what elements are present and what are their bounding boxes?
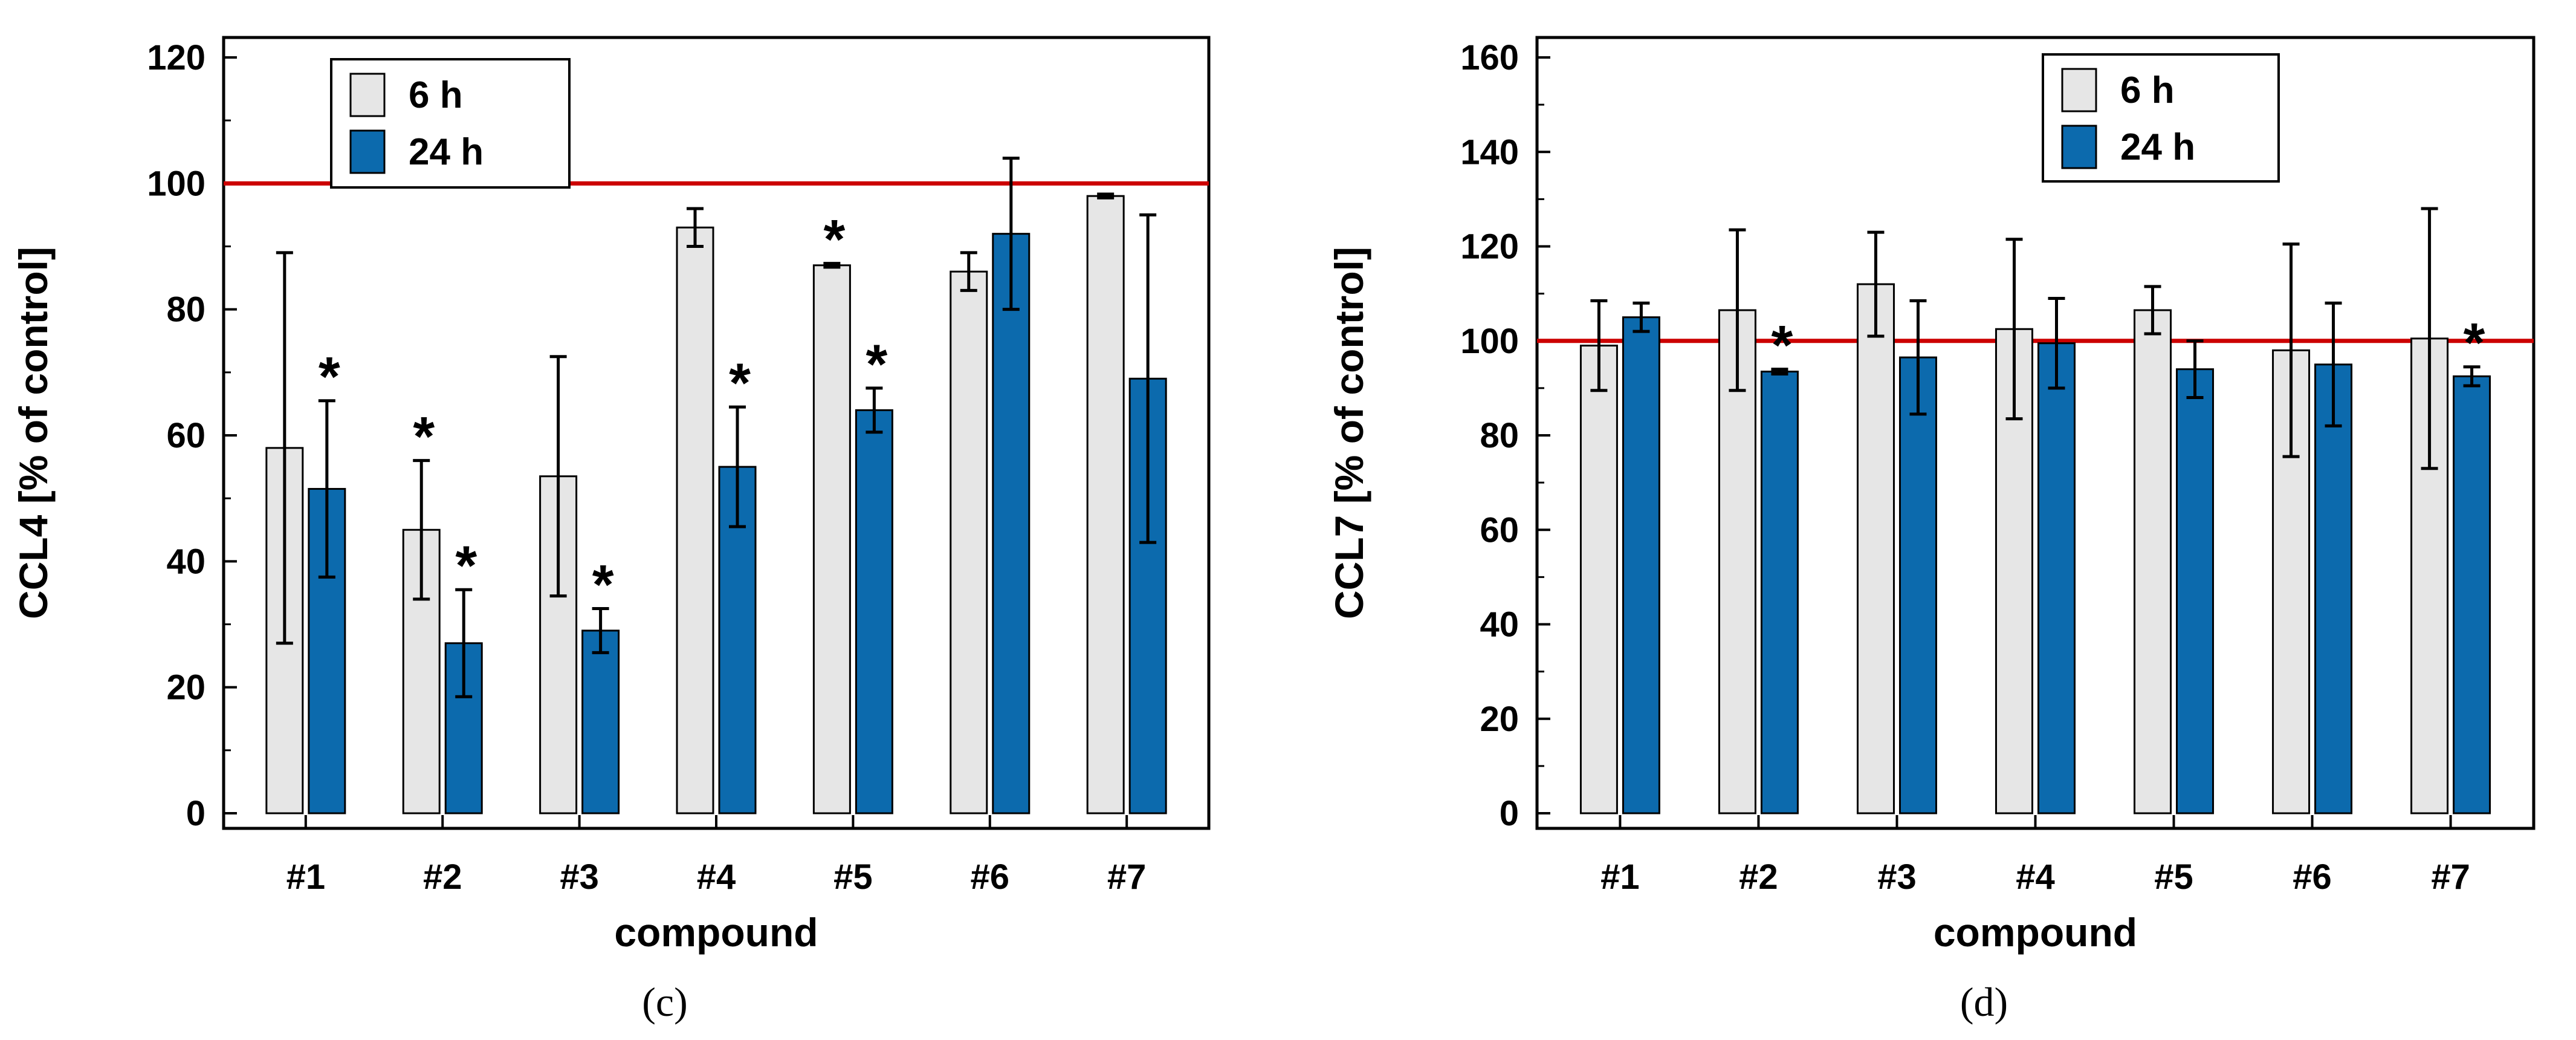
bar-24h [1622, 316, 1660, 814]
legend-swatch-6h [2061, 68, 2097, 112]
x-tick-label: #6 [2293, 857, 2332, 897]
bar-6h [1086, 195, 1125, 814]
y-tick-label: 0 [1500, 794, 1519, 833]
y-tick-label: 20 [1480, 700, 1519, 739]
x-tick-label: #2 [1739, 857, 1778, 897]
y-axis-label: CCL4 [% of control] [11, 247, 56, 619]
y-tick-label: 60 [166, 416, 205, 455]
y-tick-label: 120 [147, 38, 205, 77]
bar-6h [950, 270, 988, 814]
y-tick-label: 40 [166, 542, 205, 581]
significance-star: * [413, 406, 435, 468]
bar-24h [1760, 371, 1799, 814]
x-axis-label: compound [614, 910, 818, 955]
x-tick-label: #6 [971, 857, 1010, 897]
x-axis-label: compound [1934, 910, 2137, 955]
legend-label: 24 h [2120, 126, 2195, 168]
y-tick-label: 160 [1460, 38, 1519, 77]
bar-6h [812, 264, 851, 814]
significance-star: * [455, 535, 477, 597]
bar-24h [1898, 356, 1937, 814]
legend-swatch-24h [349, 129, 386, 174]
significance-star: * [592, 554, 614, 616]
x-tick-label: #4 [697, 857, 736, 897]
bar-24h [2176, 368, 2215, 814]
significance-star: * [866, 334, 887, 395]
y-tick-label: 140 [1460, 132, 1519, 172]
y-tick-label: 60 [1480, 510, 1519, 550]
bar-6h [1856, 283, 1895, 814]
legend-swatch-24h [2061, 125, 2097, 169]
y-tick-label: 100 [1460, 322, 1519, 361]
x-tick-label: #3 [560, 857, 599, 897]
significance-star: * [729, 353, 751, 414]
panel-label: (d) [1960, 979, 2008, 1025]
legend-label: 6 h [2120, 70, 2175, 111]
x-tick-label: #3 [1877, 857, 1917, 897]
panel-label: (c) [642, 979, 687, 1025]
y-tick-label: 0 [186, 794, 205, 833]
bar-24h [581, 629, 620, 814]
x-tick-label: #4 [2016, 857, 2055, 897]
bar-24h [855, 409, 893, 814]
y-tick-label: 20 [166, 668, 205, 707]
bar-24h [2314, 363, 2353, 814]
x-tick-label: #5 [833, 857, 873, 897]
y-tick-label: 40 [1480, 605, 1519, 645]
y-tick-label: 80 [166, 290, 205, 330]
bar-6h [2134, 309, 2172, 814]
y-tick-label: 100 [147, 164, 205, 203]
x-tick-label: #7 [1107, 857, 1147, 897]
significance-star: * [823, 209, 845, 271]
significance-star: * [2464, 313, 2485, 374]
significance-star: * [319, 346, 340, 408]
chart-panel-c: 0 20 40 60 80 100 120 #1 * #2 * * #3 * #4 * #5 * * #6 #7 comp… [11, 36, 1211, 1025]
bar-6h [676, 226, 714, 814]
chart-panel-d: 0 20 40 60 80 100 120 140 160 #1 #2 * #3 #4 #5 #6 #7 * com… [1327, 36, 2536, 1025]
legend-label: 24 h [409, 131, 484, 173]
legend-swatch-6h [349, 73, 386, 117]
y-axis-label: CCL7 [% of control] [1327, 247, 1371, 619]
bar-6h [1718, 309, 1756, 814]
x-tick-label: #5 [2154, 857, 2193, 897]
y-tick-label: 80 [1480, 416, 1519, 455]
bar-24h [2453, 375, 2491, 814]
y-tick-label: 120 [1460, 227, 1519, 267]
legend-label: 6 h [409, 74, 463, 116]
x-tick-label: #1 [286, 857, 326, 897]
x-tick-label: #2 [423, 857, 462, 897]
bar-6h [1579, 345, 1618, 814]
x-tick-label: #7 [2431, 857, 2470, 897]
significance-star: * [1772, 315, 1793, 377]
bar-24h [992, 233, 1031, 814]
x-tick-label: #1 [1600, 857, 1640, 897]
bar-24h [2037, 342, 2076, 814]
